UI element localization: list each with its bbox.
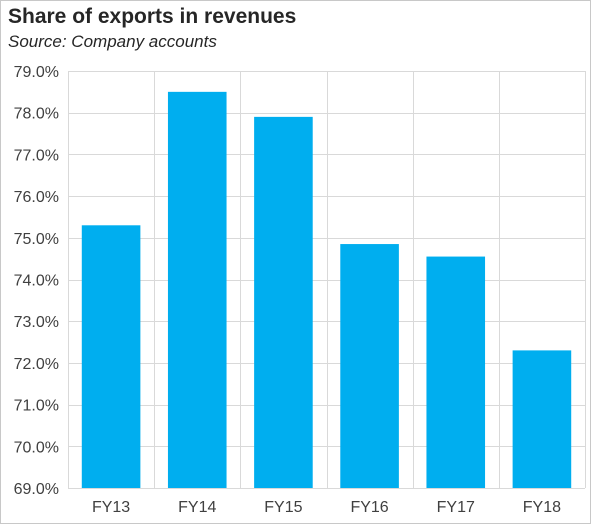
y-tick-label: 75.0%: [14, 231, 59, 248]
y-tick-label: 74.0%: [14, 273, 59, 290]
x-tick-label: FY14: [178, 499, 216, 516]
x-axis-ticks: FY13 FY14 FY15 FY16 FY17 FY18: [92, 499, 561, 516]
bar: [426, 256, 486, 488]
y-tick-label: 72.0%: [14, 356, 59, 373]
x-tick-label: FY18: [523, 499, 561, 516]
x-tick-label: FY13: [92, 499, 130, 516]
bar: [340, 244, 399, 488]
bar: [167, 91, 227, 488]
y-tick-label: 73.0%: [14, 314, 59, 331]
bar: [81, 225, 141, 489]
bars: [81, 91, 572, 489]
chart-subtitle: Source: Company accounts: [8, 32, 217, 51]
y-axis-ticks: 69.0% 70.0% 71.0% 72.0% 73.0% 74.0% 75.0% 76.0%…: [14, 64, 59, 498]
bar: [512, 350, 572, 488]
bar: [254, 116, 313, 489]
x-tick-label: FY16: [350, 499, 388, 516]
y-tick-label: 76.0%: [14, 189, 59, 206]
chart-title: Share of exports in revenues: [8, 5, 297, 28]
y-tick-label: 69.0%: [14, 481, 59, 498]
x-tick-label: FY15: [264, 499, 302, 516]
y-tick-label: 71.0%: [14, 398, 59, 415]
y-tick-label: 70.0%: [14, 439, 59, 456]
x-tick-label: FY17: [437, 499, 475, 516]
y-tick-label: 77.0%: [14, 147, 59, 164]
gridlines: [68, 71, 586, 489]
y-tick-label: 78.0%: [14, 106, 59, 123]
y-tick-label: 79.0%: [14, 64, 59, 81]
